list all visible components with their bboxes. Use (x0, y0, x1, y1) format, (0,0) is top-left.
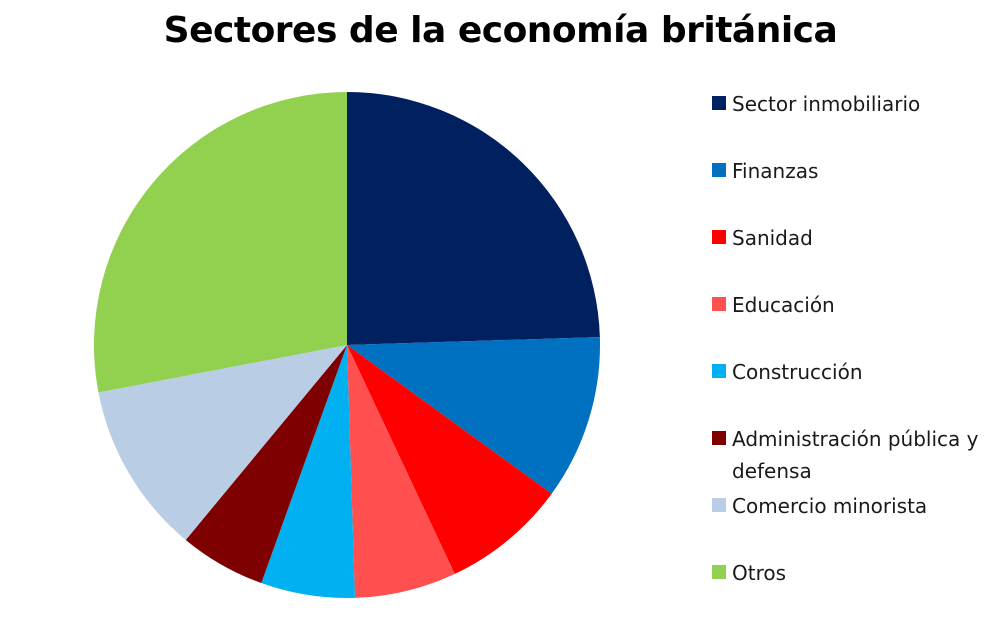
legend-swatch (712, 565, 726, 579)
pie-slice-sanidad (347, 345, 552, 574)
legend-item-construccion: Construcción (712, 356, 997, 388)
legend-label: Construcción (732, 360, 863, 384)
legend-item-sector-inmobiliario: Sector inmobiliario (712, 88, 997, 120)
legend-label: Sanidad (732, 226, 813, 250)
legend-swatch (712, 96, 726, 110)
legend-label: Finanzas (732, 159, 819, 183)
legend-label: Educación (732, 293, 835, 317)
legend-label: Administración pública y defensa (732, 427, 979, 483)
chart-title: Sectores de la economía británica (163, 10, 838, 51)
pie-slice-sector-inmobiliario (347, 92, 600, 345)
legend-swatch (712, 163, 726, 177)
legend-item-otros: Otros (712, 557, 997, 589)
pie-slice-otros (93, 92, 347, 393)
legend-label: Otros (732, 561, 787, 585)
legend-label: Sector inmobiliario (732, 92, 921, 116)
pie-chart (93, 92, 600, 598)
legend-swatch (712, 498, 726, 512)
legend-item-educacion: Educación (712, 289, 997, 321)
pie-slice-comercio-minorista (98, 345, 347, 540)
legend-swatch (712, 230, 726, 244)
legend-item-administracion-publica-y-defensa: Administración pública y defensa (712, 423, 997, 487)
legend-item-comercio-minorista: Comercio minorista (712, 490, 997, 522)
pie-slice-construccion (261, 345, 355, 598)
legend-label: Comercio minorista (732, 494, 928, 518)
legend-swatch (712, 431, 726, 445)
legend-swatch (712, 364, 726, 378)
legend-item-finanzas: Finanzas (712, 155, 997, 187)
pie-slice-finanzas (347, 337, 600, 494)
legend-swatch (712, 297, 726, 311)
legend-item-sanidad: Sanidad (712, 222, 997, 254)
pie-slice-administracion-publica-y-defensa (185, 345, 347, 584)
pie-slice-educacion (347, 345, 455, 598)
